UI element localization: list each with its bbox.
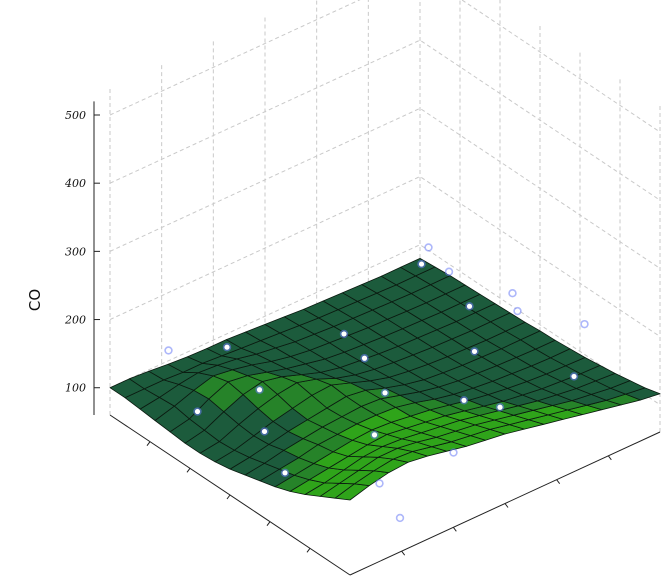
surface-mesh bbox=[109, 257, 661, 501]
data-point bbox=[446, 269, 452, 275]
data-point bbox=[371, 432, 378, 438]
data-points bbox=[164, 243, 589, 523]
data-point bbox=[361, 355, 368, 361]
floor-tick bbox=[226, 494, 231, 500]
data-point bbox=[581, 321, 588, 327]
floor-tick bbox=[266, 521, 271, 526]
z-tick-label: 100 bbox=[65, 382, 86, 395]
data-point bbox=[194, 408, 201, 415]
data-point bbox=[466, 303, 473, 309]
chart-gridlines bbox=[109, 0, 661, 432]
z-gridline bbox=[109, 175, 661, 337]
data-point bbox=[571, 373, 577, 380]
z-axis: 100 200 300 400 500 bbox=[64, 101, 100, 415]
data-point bbox=[418, 261, 425, 267]
data-point bbox=[450, 449, 457, 456]
floor-tick bbox=[452, 527, 457, 532]
data-point bbox=[397, 515, 403, 521]
data-point bbox=[224, 344, 230, 350]
data-point bbox=[509, 290, 516, 296]
z-tick-label: 500 bbox=[65, 109, 86, 122]
data-point bbox=[425, 244, 432, 251]
floor-tick bbox=[556, 479, 561, 484]
floor-tick bbox=[504, 503, 509, 508]
z-axis-label: CO bbox=[26, 289, 44, 311]
data-point bbox=[282, 470, 288, 476]
z-tick-label: 200 bbox=[64, 314, 86, 327]
data-point bbox=[461, 397, 467, 403]
z-tick-label: 400 bbox=[64, 177, 86, 190]
floor-tick bbox=[607, 455, 612, 461]
data-point bbox=[376, 480, 383, 486]
z-gridline bbox=[109, 244, 661, 406]
surface-cell bbox=[400, 257, 436, 277]
z-tick-label: 300 bbox=[65, 245, 86, 258]
floor-tick bbox=[146, 441, 151, 446]
data-point bbox=[382, 390, 388, 396]
floor-tick bbox=[401, 550, 406, 556]
floor-tick bbox=[306, 548, 311, 553]
data-point bbox=[514, 308, 521, 314]
data-point bbox=[471, 348, 478, 355]
chart-floor-edges bbox=[109, 414, 661, 576]
data-point bbox=[497, 404, 503, 410]
data-point bbox=[256, 387, 263, 393]
z-gridline bbox=[109, 0, 661, 133]
data-point bbox=[341, 331, 347, 337]
data-point bbox=[261, 428, 268, 435]
floor-tick bbox=[186, 468, 191, 473]
data-point bbox=[165, 347, 172, 354]
